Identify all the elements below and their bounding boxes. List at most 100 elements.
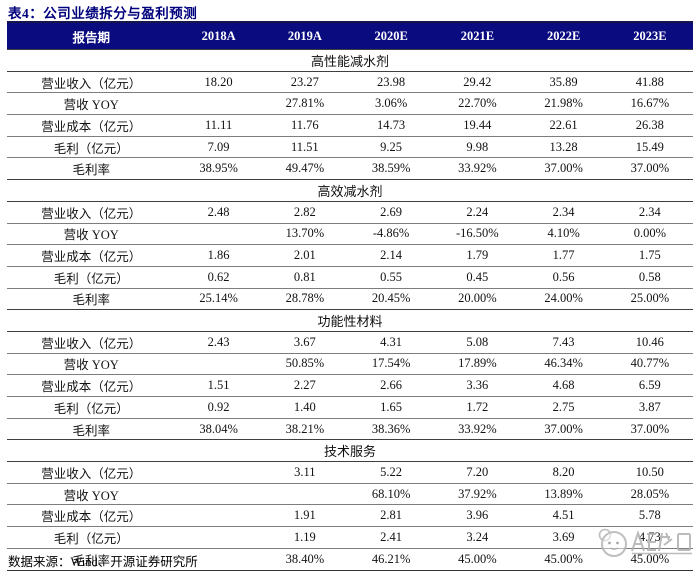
value-cell: 1.65 <box>347 396 435 419</box>
value-cell: 5.22 <box>347 461 435 484</box>
value-cell: 17.54% <box>347 352 435 375</box>
value-cell <box>175 222 262 245</box>
value-cell: 37.00% <box>520 417 607 440</box>
value-cell: 2.43 <box>175 330 262 354</box>
value-cell: 1.86 <box>175 244 262 267</box>
value-cell: 35.89 <box>520 70 607 93</box>
value-cell: 8.20 <box>520 461 607 484</box>
value-cell: 27.81% <box>261 92 348 115</box>
value-cell <box>175 92 262 115</box>
header-year: 2021E <box>434 21 521 50</box>
value-cell: 0.56 <box>520 265 607 289</box>
value-cell: 2.14 <box>347 244 435 267</box>
value-cell: 2.82 <box>261 200 348 223</box>
header-year: 2018A <box>175 21 262 50</box>
value-cell: 4.73 <box>606 526 693 549</box>
value-cell: 5.08 <box>434 330 521 354</box>
value-cell: 37.00% <box>520 157 607 180</box>
value-cell: 1.79 <box>434 244 521 267</box>
section-header-row: 高性能减水剂 <box>7 49 693 72</box>
row-label: 毛利（亿元） <box>7 135 176 158</box>
value-cell: 2.34 <box>520 200 607 223</box>
table-title: 表4：公司业绩拆分与盈利预测 <box>8 6 198 21</box>
value-cell: 50.85% <box>261 352 348 375</box>
value-cell: 11.76 <box>261 114 348 137</box>
value-cell: 1.75 <box>606 244 693 267</box>
row-label: 营业成本（亿元） <box>7 504 176 527</box>
value-cell: 3.67 <box>261 330 348 354</box>
value-cell: 3.24 <box>434 526 521 549</box>
value-cell: 23.98 <box>347 70 435 93</box>
table-row: 毛利率 25.14% 28.78% 20.45% 20.00% 24.00% 25.00% <box>7 287 693 310</box>
value-cell: 7.20 <box>434 461 521 484</box>
value-cell <box>175 482 262 505</box>
row-label: 营收 YOY <box>7 352 176 375</box>
value-cell: 19.44 <box>434 114 521 137</box>
value-cell: 33.92% <box>434 157 521 180</box>
value-cell: 2.75 <box>520 396 607 419</box>
table-row: 营业收入（亿元） 3.11 5.22 7.20 8.20 10.50 <box>7 461 693 484</box>
table-row: 毛利（亿元） 0.62 0.81 0.55 0.45 0.56 0.58 <box>7 265 693 289</box>
header-year: 2023E <box>606 21 693 50</box>
value-cell: 3.36 <box>434 374 521 397</box>
value-cell: 26.38 <box>606 114 693 137</box>
row-label: 毛利率 <box>7 547 176 571</box>
table-row: 营业成本（亿元） 1.51 2.27 2.66 3.36 4.68 6.59 <box>7 374 693 397</box>
value-cell: 1.91 <box>261 504 348 527</box>
value-cell: 45.00% <box>520 547 607 571</box>
value-cell: 29.42 <box>434 70 521 93</box>
value-cell: 4.10% <box>520 222 607 245</box>
table-row: 毛利（亿元） 0.92 1.40 1.65 1.72 2.75 3.87 <box>7 396 693 419</box>
value-cell: 0.00% <box>606 222 693 245</box>
value-cell: 33.92% <box>434 417 521 440</box>
value-cell: 1.72 <box>434 396 521 419</box>
table-row: 营业收入（亿元） 18.20 23.27 23.98 29.42 35.89 41.88 <box>7 70 693 93</box>
value-cell: 28.05% <box>606 482 693 505</box>
row-label: 营业收入（亿元） <box>7 461 176 484</box>
data-source-note: 数据来源：Wind、开源证券研究所 <box>8 555 198 569</box>
value-cell: 37.92% <box>434 482 521 505</box>
table-row: 营收 YOY 27.81% 3.06% 22.70% 21.98% 16.67% <box>7 92 693 115</box>
table-body: 高性能减水剂 营业收入（亿元） 18.20 23.27 23.98 29.42 35.89 4… <box>7 49 693 571</box>
row-label: 毛利（亿元） <box>7 526 176 549</box>
value-cell: 38.95% <box>175 157 262 180</box>
value-cell: 2.27 <box>261 374 348 397</box>
row-label: 毛利率 <box>7 287 176 310</box>
value-cell: 38.04% <box>175 417 262 440</box>
value-cell: 13.89% <box>520 482 607 505</box>
value-cell: 25.00% <box>606 287 693 310</box>
value-cell: 15.49 <box>606 135 693 158</box>
table-row: 营业成本（亿元） 1.86 2.01 2.14 1.79 1.77 1.75 <box>7 244 693 267</box>
row-label: 毛利（亿元） <box>7 396 176 419</box>
value-cell: 2.34 <box>606 200 693 223</box>
value-cell: 46.21% <box>347 547 435 571</box>
value-cell: 41.88 <box>606 70 693 93</box>
row-label: 营业收入（亿元） <box>7 330 176 354</box>
value-cell: 21.98% <box>520 92 607 115</box>
value-cell: 22.61 <box>520 114 607 137</box>
value-cell: 0.58 <box>606 265 693 289</box>
value-cell: 38.40% <box>261 547 348 571</box>
row-label: 营收 YOY <box>7 222 176 245</box>
value-cell <box>175 547 262 571</box>
value-cell: 2.24 <box>434 200 521 223</box>
value-cell: 25.14% <box>175 287 262 310</box>
row-label: 营业成本（亿元） <box>7 244 176 267</box>
value-cell: 1.40 <box>261 396 348 419</box>
value-cell: 3.69 <box>520 526 607 549</box>
section-title: 技术服务 <box>7 439 693 462</box>
value-cell: 10.50 <box>606 461 693 484</box>
header-year: 2019A <box>261 21 348 50</box>
row-label: 毛利率 <box>7 157 176 180</box>
value-cell: 2.01 <box>261 244 348 267</box>
table-row: 营收 YOY 50.85% 17.54% 17.89% 46.34% 40.77% <box>7 352 693 375</box>
value-cell: 2.48 <box>175 200 262 223</box>
row-label: 营业收入（亿元） <box>7 200 176 223</box>
value-cell: 3.11 <box>261 461 348 484</box>
value-cell: 0.55 <box>347 265 435 289</box>
header-row: 报告期 2018A 2019A 2020E 2021E 2022E 2023E <box>7 21 693 50</box>
value-cell: 2.81 <box>347 504 435 527</box>
value-cell <box>175 352 262 375</box>
value-cell: 49.47% <box>261 157 348 180</box>
value-cell: 24.00% <box>520 287 607 310</box>
